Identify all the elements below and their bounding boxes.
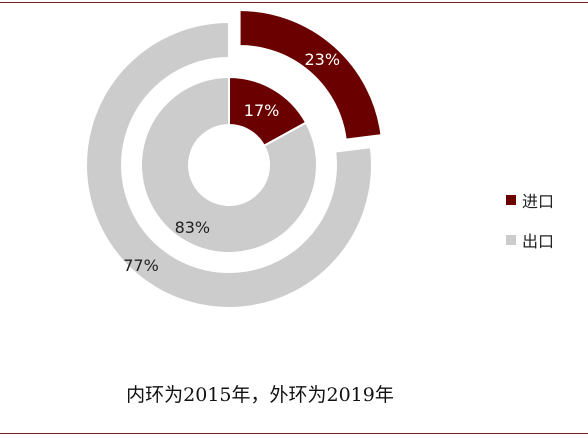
top-rule: [0, 2, 588, 3]
legend-item-export: 出口: [506, 228, 554, 252]
data-label-inner-export: 83%: [175, 218, 211, 237]
data-label-inner-import: 17%: [244, 101, 280, 120]
data-label-outer-import: 23%: [304, 50, 340, 69]
legend-label-import: 进口: [522, 192, 555, 211]
ring-inner-slice-export: [140, 75, 318, 254]
legend-swatch-export: [506, 235, 516, 245]
legend-label-export: 出口: [522, 232, 555, 251]
legend-item-import: 进口: [506, 188, 554, 212]
chart-caption: 内环为2015年，外环为2019年: [126, 384, 394, 406]
ring-outer-slice-export: [85, 20, 373, 309]
ring-outer-slice-import: [238, 8, 383, 141]
data-label-outer-export: 77%: [123, 256, 159, 275]
bottom-rule: [0, 433, 588, 434]
legend-swatch-import: [506, 195, 516, 205]
